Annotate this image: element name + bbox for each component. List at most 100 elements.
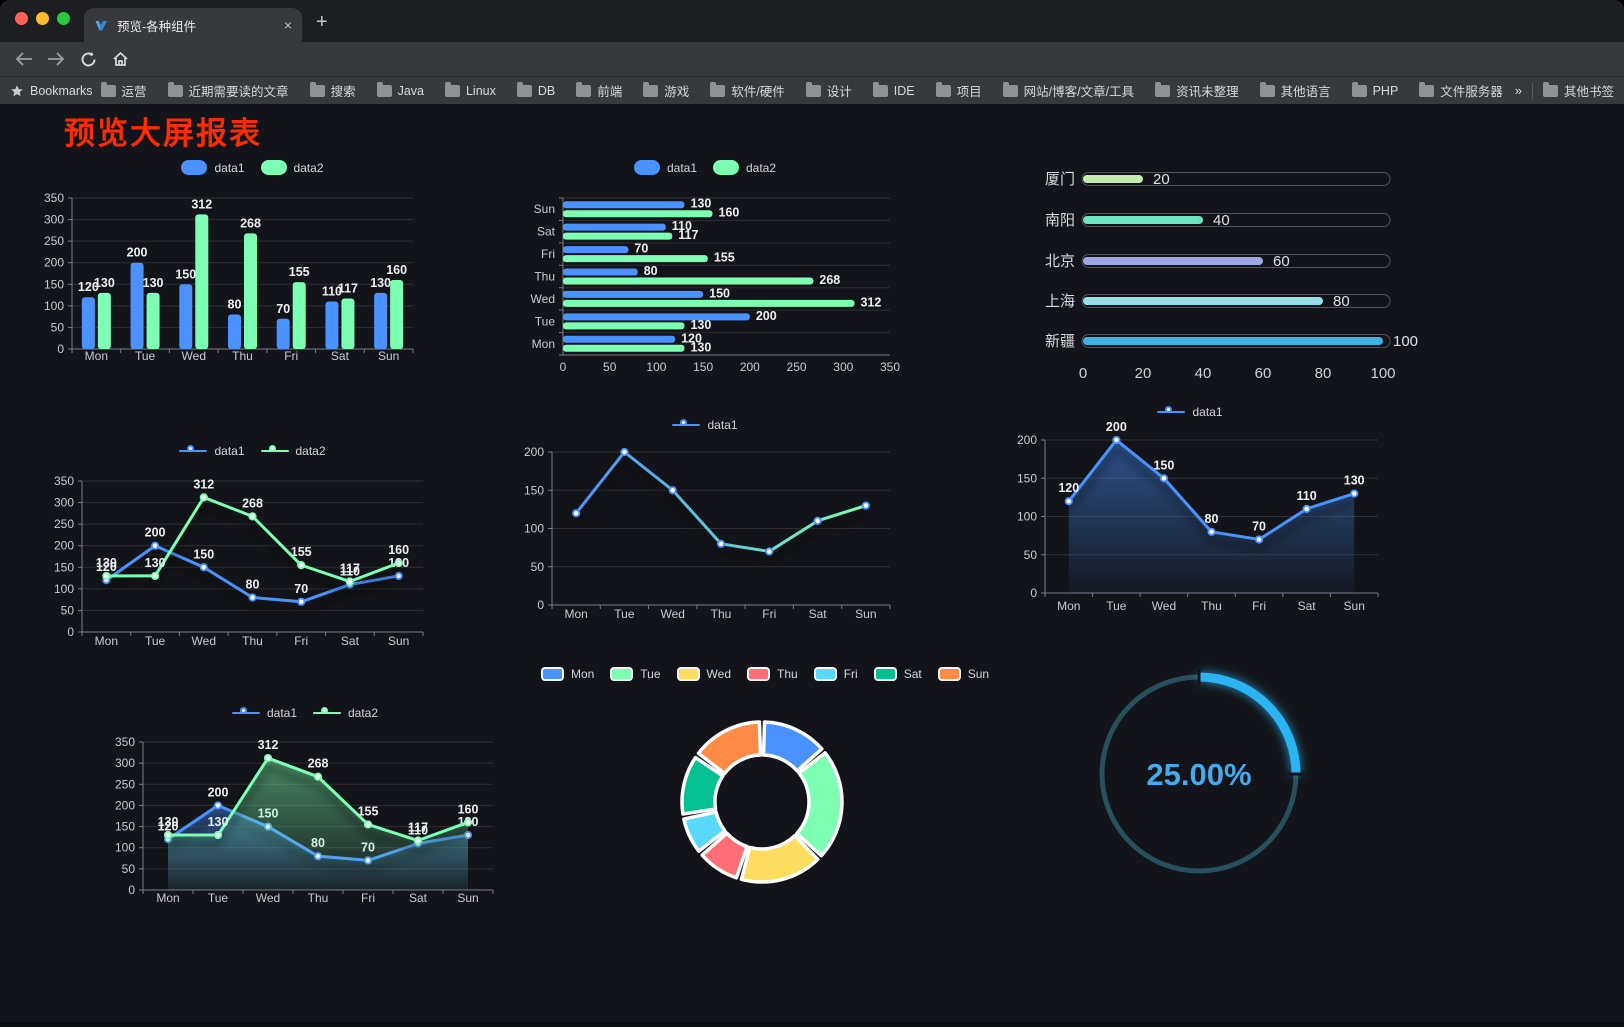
legend-item[interactable]: data1 [231, 706, 297, 720]
legend-item[interactable]: Thu [747, 667, 798, 681]
bookmark-folder[interactable]: DB [516, 81, 555, 98]
bookmark-folder[interactable]: 游戏 [643, 81, 689, 100]
svg-text:312: 312 [193, 477, 214, 491]
legend-label: data1 [266, 706, 297, 720]
browser-tab[interactable]: 预览-各种组件 × [84, 8, 302, 42]
new-tab-button[interactable]: + [316, 11, 328, 33]
bookmark-folder[interactable]: PHP [1351, 81, 1398, 98]
bookmark-folder[interactable]: 前端 [576, 81, 622, 100]
svg-text:50: 50 [603, 360, 617, 372]
legend-item[interactable]: Mon [540, 667, 594, 681]
bookmark-label: Linux [465, 83, 496, 98]
legend-marker-icon [713, 160, 739, 175]
bookmark-label: 设计 [826, 85, 852, 99]
svg-text:50: 50 [61, 603, 75, 617]
home-button[interactable] [108, 47, 132, 71]
bookmark-folder[interactable]: 运营 [100, 81, 147, 100]
chart-area-dual[interactable]: 0 50 100 150 200 250 300 350 Mon Tue Wed Thu Fri Sat S… [100, 676, 510, 909]
bookmark-folder[interactable]: 网站/博客/文章/工具 [1002, 81, 1134, 100]
svg-text:312: 312 [191, 197, 212, 211]
svg-text:25.00%: 25.00% [1146, 757, 1251, 792]
bookmark-label: 软件/硬件 [731, 85, 785, 99]
svg-text:0: 0 [560, 360, 567, 372]
svg-text:80: 80 [228, 297, 242, 311]
chart-gauge[interactable]: 25.00% [1084, 659, 1314, 889]
folder-icon [167, 81, 183, 97]
svg-text:200: 200 [524, 445, 544, 459]
legend-item[interactable]: Wed [676, 667, 731, 681]
maximize-window-button[interactable] [57, 12, 70, 25]
legend-item[interactable]: data1 [179, 444, 245, 458]
bookmark-label: 其他语言 [1280, 85, 1331, 99]
legend-item[interactable]: data1 [181, 160, 245, 175]
svg-text:Sat: Sat [1298, 599, 1317, 613]
svg-text:150: 150 [44, 277, 64, 291]
folder-icon [1155, 81, 1171, 97]
bookmark-folder[interactable]: 其他语言 [1259, 81, 1331, 100]
legend-item[interactable]: data2 [260, 160, 324, 175]
bookmark-folder[interactable]: 搜索 [309, 81, 356, 100]
legend-item[interactable]: data1 [672, 418, 738, 432]
legend-item[interactable]: data1 [633, 160, 697, 175]
svg-text:117: 117 [338, 282, 358, 296]
svg-text:0: 0 [128, 883, 135, 897]
chart-canvas: 0 50 100 150 200 250 300 350 Mon Tue Wed Thu Fri Sat S… [115, 735, 494, 905]
bookmark-folder[interactable]: 资讯未整理 [1155, 81, 1239, 100]
bookmark-folder[interactable]: 项目 [935, 81, 982, 100]
legend-item[interactable]: Sat [873, 667, 922, 681]
bookmark-folder[interactable]: 文件服务器 [1419, 81, 1503, 100]
chart-donut[interactable]: Mon Tue Wed Thu Fri Sat Sun [540, 640, 989, 904]
bookmarks-overflow-chevron[interactable]: » [1514, 83, 1522, 98]
bookmarks-manager[interactable]: Bookmarks [10, 84, 93, 98]
legend-item[interactable]: data2 [713, 160, 776, 175]
svg-text:200: 200 [208, 785, 229, 799]
legend-item[interactable]: data2 [260, 444, 326, 458]
svg-text:Wed: Wed [256, 891, 280, 905]
folder-icon [100, 81, 116, 97]
chart-grouped-bar[interactable]: 0 50 100 150 200 250 300 350 Mon Tue Wed Thu Fri Sat S… [40, 150, 465, 370]
reload-button[interactable] [76, 47, 100, 71]
svg-text:155: 155 [289, 265, 310, 279]
chart-legend: Mon Tue Wed Thu Fri Sat Sun [540, 667, 989, 681]
svg-text:Thu: Thu [534, 270, 555, 284]
svg-text:200: 200 [1106, 420, 1127, 434]
chart-area-single[interactable]: 0 50 100 150 200 Mon Tue Wed Thu Fri Sat Sun 120 200 1… [985, 388, 1395, 625]
bookmark-folder[interactable]: 近期需要读的文章 [167, 81, 289, 100]
svg-text:Fri: Fri [762, 607, 776, 621]
forward-button[interactable] [44, 47, 68, 71]
bookmark-folder[interactable]: Java [376, 81, 424, 98]
back-button[interactable] [12, 47, 36, 71]
legend-item[interactable]: Fri [813, 667, 858, 681]
chart-city-progress[interactable]: 厦门 20 南阳 40 北京 60 上海 80 新疆 100 0 20 40 60 80 100 [985, 150, 1420, 400]
chart-line-dual[interactable]: 0 50 100 150 200 250 300 350 Mon Tue Wed Thu Fri Sat S… [40, 424, 465, 655]
folder-icon [1259, 81, 1275, 97]
legend-item[interactable]: Sun [937, 667, 989, 681]
chart-canvas: 0 50 100 150 200 250 300 350 Mon Tue Wed Thu Fri Sat S… [44, 191, 414, 363]
tab-close-icon[interactable]: × [283, 17, 292, 33]
svg-text:120: 120 [158, 819, 179, 833]
svg-text:150: 150 [709, 286, 730, 300]
svg-text:Fri: Fri [284, 349, 298, 363]
bookmark-folder[interactable]: 设计 [805, 81, 852, 100]
close-window-button[interactable] [15, 12, 28, 25]
legend-item[interactable]: Tue [610, 667, 661, 681]
legend-label: data1 [707, 418, 738, 432]
svg-text:120: 120 [681, 331, 702, 345]
bookmark-folder[interactable]: IDE [872, 81, 915, 98]
legend-item[interactable]: data1 [1157, 405, 1223, 419]
svg-text:268: 268 [242, 496, 263, 510]
minimize-window-button[interactable] [36, 12, 49, 25]
folder-icon [872, 81, 888, 97]
bookmark-label: 项目 [956, 85, 982, 99]
bookmarks-divider [1531, 82, 1533, 99]
legend-marker-icon [540, 667, 564, 681]
bookmark-folder[interactable]: Linux [444, 81, 496, 98]
other-bookmarks-folder[interactable]: 其他书签 [1542, 81, 1614, 100]
chart-horizontal-bar[interactable]: Sun Sat Fri Thu Wed Tue Mon 0 50 100 150 200 250 300 3… [500, 150, 910, 374]
bookmark-label: Java [397, 83, 424, 98]
legend-item[interactable]: data2 [313, 706, 378, 720]
svg-text:130: 130 [1344, 474, 1365, 488]
chart-line-gradient[interactable]: 0 50 100 150 200 Mon Tue Wed Thu Fri Sat Sun data1 [500, 400, 910, 630]
svg-text:268: 268 [819, 273, 840, 287]
bookmark-folder[interactable]: 软件/硬件 [710, 81, 785, 100]
